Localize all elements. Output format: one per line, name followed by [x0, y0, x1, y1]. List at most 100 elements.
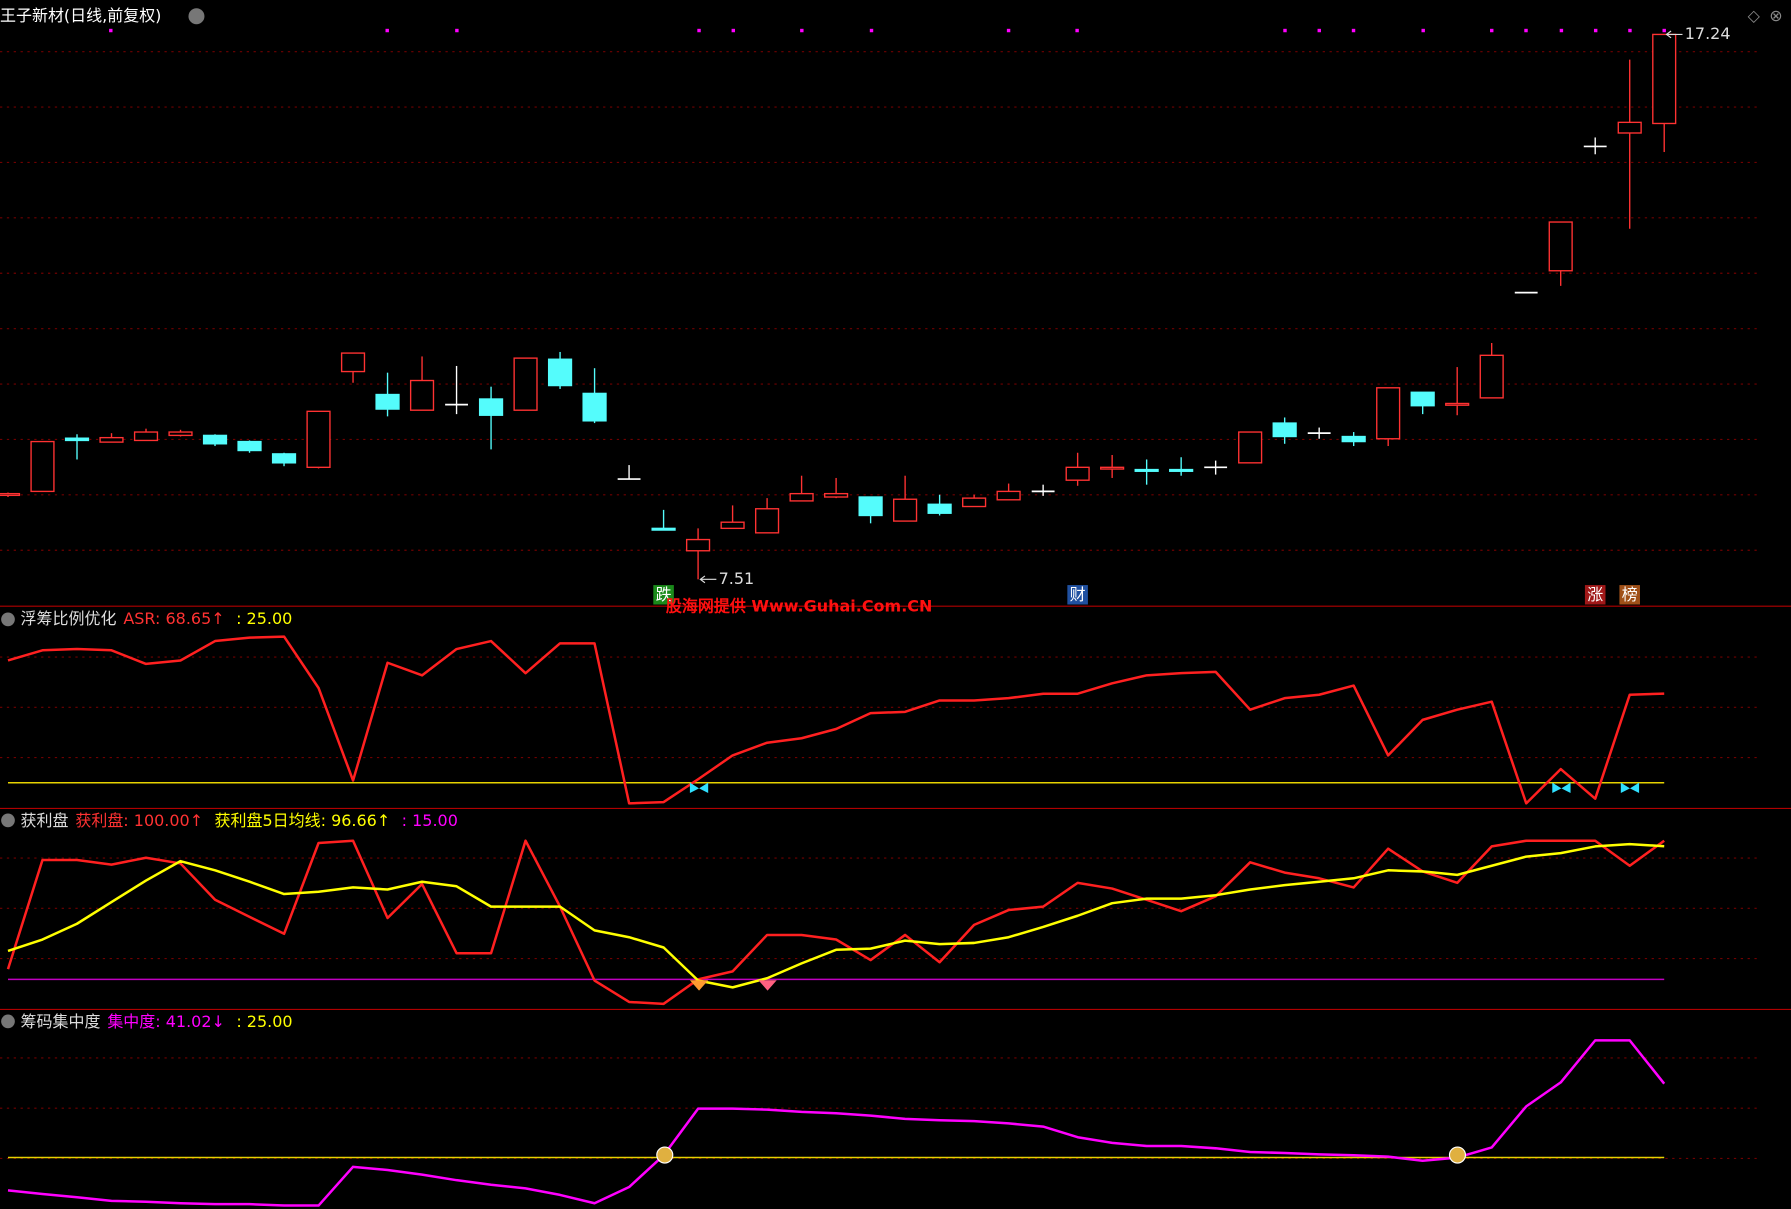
legend-entry: : 25.00 [236, 609, 292, 628]
butterfly-icon [689, 782, 709, 793]
badge: 涨 [1587, 585, 1603, 604]
badge: 榜 [1622, 585, 1638, 604]
legend-entry: 集中度: 41.02↓ [107, 1012, 225, 1031]
signal-dot [869, 28, 874, 33]
candle-body [168, 431, 193, 437]
candle-body [651, 527, 676, 531]
candle-body [202, 434, 228, 445]
candle-body [30, 440, 55, 493]
candle-body [513, 357, 538, 411]
icon-diamond[interactable]: ◇ [1748, 6, 1761, 25]
signal-dot [1421, 28, 1425, 33]
badge-bg [1619, 585, 1640, 605]
signal-dot [1075, 28, 1079, 33]
chart-title: 王子新材(日线,前复权) [0, 6, 161, 25]
series-line [7, 842, 1665, 989]
dropdown-icon[interactable] [1, 813, 15, 828]
badge-bg [1584, 585, 1606, 605]
signal-dot [697, 28, 701, 33]
signal-dot [385, 28, 389, 33]
money-icon [1448, 1146, 1467, 1164]
badge: 跌 [656, 585, 672, 604]
legend-entry: : 15.00 [402, 811, 458, 830]
badge-bg [653, 585, 674, 605]
signal-dot [1524, 28, 1528, 33]
candle-body [1479, 354, 1504, 399]
grid [0, 51, 1760, 1160]
annotation-arrow [1665, 30, 1683, 39]
legend-entry: 获利盘: 100.00↑ [75, 811, 203, 830]
badge: 财 [1070, 585, 1086, 604]
candle-body [582, 392, 607, 422]
candle-body [1617, 121, 1642, 134]
candle-body [996, 490, 1021, 501]
candle-body [1238, 431, 1263, 464]
candle-body [375, 393, 400, 410]
signal-dot [455, 28, 459, 33]
signal-dot [1317, 28, 1321, 33]
badge-bg [1067, 585, 1088, 605]
candle-body [1445, 402, 1470, 406]
candle-body [1100, 466, 1125, 470]
annotation: 7.51 [719, 569, 755, 588]
candle-body [962, 497, 987, 508]
annotation-arrow [699, 575, 717, 584]
candle-body [237, 440, 262, 452]
candle-body [64, 437, 90, 442]
candle-body [754, 508, 780, 534]
candle-body [1652, 33, 1677, 125]
annotation: 17.24 [1685, 24, 1731, 43]
signal-dot [800, 28, 804, 33]
candle-body [409, 379, 435, 411]
candle-body [478, 398, 504, 416]
candle-body [133, 431, 159, 442]
dropdown-icon[interactable] [1, 1014, 15, 1029]
diamond-icon [689, 980, 709, 991]
panel-title: 浮筹比例优化 [21, 609, 117, 628]
signal-dot [731, 28, 736, 33]
dropdown-icon[interactable] [1, 612, 15, 627]
candle-body [893, 498, 918, 522]
candle-body [1341, 435, 1366, 443]
candle-body [1169, 468, 1194, 472]
butterfly-icon [1552, 782, 1571, 793]
signal-dot [1628, 28, 1632, 33]
candle-body [340, 352, 366, 373]
diamond-icon [758, 980, 777, 991]
butterfly-icon [1620, 782, 1640, 793]
candle-body [858, 496, 883, 517]
candle-body [789, 492, 814, 502]
series-line [7, 1039, 1666, 1207]
candle-body [271, 453, 297, 464]
watermark: 股海网提供 Www.Guhai.Com.CN [666, 596, 932, 615]
legend-entry: 获利盘5日均线: 96.66↑ [215, 811, 391, 830]
signal-dot [1559, 28, 1564, 33]
icon-close[interactable]: ⊗ [1769, 6, 1782, 25]
series-line [7, 635, 1665, 805]
candle-body [1065, 466, 1090, 481]
candle-body [720, 521, 745, 530]
candle-body [1410, 391, 1435, 407]
legend-entry: ASR: 68.65↑ [123, 609, 224, 628]
series-line [6, 839, 1665, 1006]
legend-entry: : 25.00 [236, 1012, 292, 1031]
candle-body [547, 358, 573, 387]
signal-dot [1593, 28, 1598, 33]
candle-body [306, 410, 331, 469]
candle-body [1272, 422, 1297, 438]
money-icon [656, 1146, 674, 1164]
candle-body [0, 492, 21, 497]
candle-body [1548, 221, 1573, 272]
dropdown-icon[interactable] [188, 8, 205, 25]
panel-title: 筹码集中度 [21, 1012, 101, 1031]
candle-body [1134, 468, 1159, 472]
signal-dot [1351, 28, 1356, 33]
signal-dot [1283, 28, 1287, 33]
signal-dot [1490, 28, 1494, 33]
panel-title: 获利盘 [21, 811, 69, 830]
signal-dot [1006, 28, 1011, 33]
candle-body [927, 503, 952, 514]
